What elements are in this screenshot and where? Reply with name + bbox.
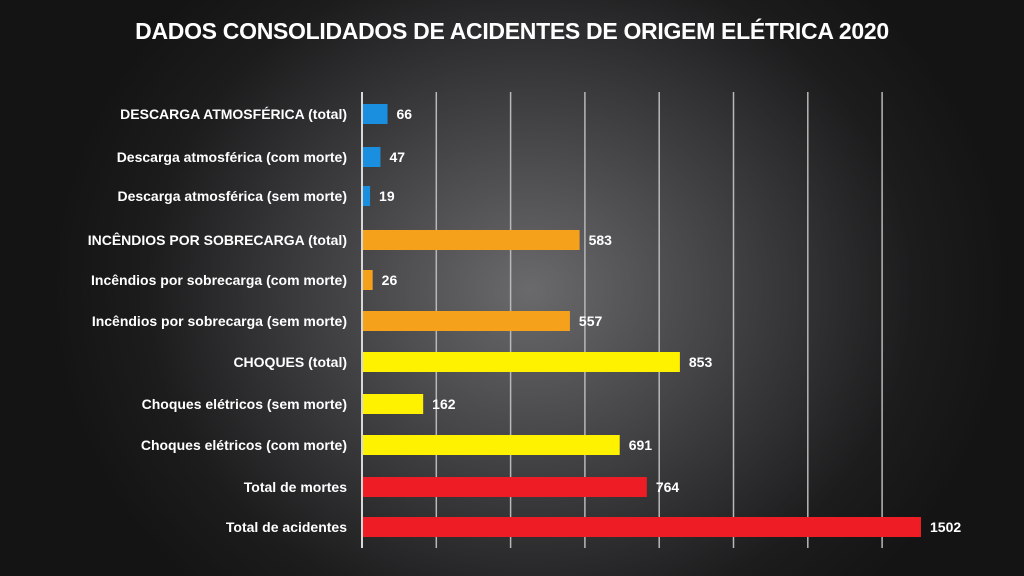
bar xyxy=(363,230,580,250)
category-label: Total de acidentes xyxy=(226,519,347,535)
bar xyxy=(363,477,647,497)
category-label: Descarga atmosférica (sem morte) xyxy=(117,188,347,204)
category-label: Incêndios por sobrecarga (sem morte) xyxy=(92,313,347,329)
data-label: 66 xyxy=(397,106,413,122)
data-label: 26 xyxy=(382,272,398,288)
bar xyxy=(363,104,388,124)
data-label: 557 xyxy=(579,313,603,329)
category-label: Choques elétricos (sem morte) xyxy=(142,396,347,412)
bar xyxy=(363,517,921,537)
bar xyxy=(363,186,371,206)
category-label: Descarga atmosférica (com morte) xyxy=(117,149,347,165)
data-label: 583 xyxy=(589,232,613,248)
bar xyxy=(363,270,373,290)
data-label: 19 xyxy=(379,188,395,204)
category-label: Incêndios por sobrecarga (com morte) xyxy=(91,272,347,288)
data-label: 47 xyxy=(389,149,405,165)
category-label: Choques elétricos (com morte) xyxy=(141,437,347,453)
bar xyxy=(363,147,381,167)
data-label: 1502 xyxy=(930,519,961,535)
chart-title: DADOS CONSOLIDADOS DE ACIDENTES DE ORIGE… xyxy=(135,18,889,44)
data-label: 764 xyxy=(656,479,680,495)
category-label: DESCARGA ATMOSFÉRICA (total) xyxy=(120,106,347,122)
data-label: 691 xyxy=(629,437,653,453)
bar xyxy=(363,311,570,331)
category-label: INCÊNDIOS POR SOBRECARGA (total) xyxy=(88,231,347,248)
category-label: CHOQUES (total) xyxy=(233,354,347,370)
category-label: Total de mortes xyxy=(244,479,347,495)
data-label: 162 xyxy=(432,396,456,412)
bar xyxy=(363,352,680,372)
bar xyxy=(363,394,424,414)
data-label: 853 xyxy=(689,354,713,370)
bar xyxy=(363,435,620,455)
